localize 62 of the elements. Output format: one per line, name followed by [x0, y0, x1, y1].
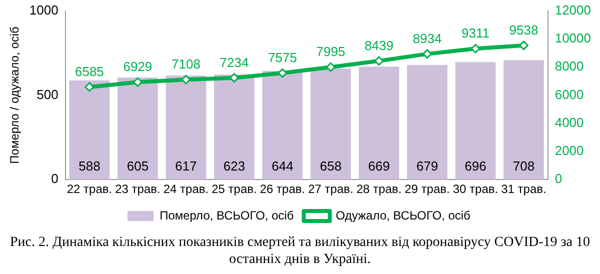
- point: [278, 68, 288, 78]
- bar: [407, 64, 448, 180]
- point: [470, 44, 480, 54]
- bar: [455, 62, 496, 180]
- data-label: 605: [126, 158, 149, 174]
- data-label: 669: [368, 158, 390, 174]
- y2-tick-label: 8000: [554, 58, 584, 74]
- point: [326, 62, 336, 72]
- y2-tick-label: 10000: [554, 30, 592, 46]
- bar: [214, 74, 254, 180]
- y-tick-label: 500: [36, 86, 58, 102]
- data-label: 8439: [364, 38, 394, 53]
- point: [518, 40, 528, 50]
- legend-label: Одужало, ВСЬОГО, осіб: [336, 208, 471, 222]
- point: [132, 77, 142, 87]
- x-tick-label: 24 трав.: [163, 182, 209, 196]
- data-label: 8934: [412, 31, 442, 46]
- data-label: 6929: [123, 59, 152, 74]
- point: [84, 82, 94, 92]
- data-label: 644: [272, 158, 294, 174]
- x-tick-label: 25 трав.: [212, 182, 257, 196]
- y2-tick-label: 4000: [554, 114, 584, 130]
- bar: [504, 60, 544, 180]
- x-tick-label: 23 трав.: [115, 182, 160, 196]
- y2-tick-label: 12000: [554, 2, 592, 18]
- bar: [358, 66, 400, 180]
- y2-tick-label: 2000: [554, 143, 584, 158]
- x-tick-label: 28 трав.: [356, 182, 402, 196]
- x-tick-label: 29 трав.: [404, 182, 450, 196]
- data-label: 588: [78, 158, 100, 174]
- data-label: 7575: [268, 50, 297, 66]
- y-tick-label: 0: [51, 171, 58, 186]
- y2-tick-label: 6000: [554, 86, 584, 102]
- data-label: 623: [223, 158, 246, 174]
- x-tick-label: 27 трав.: [308, 182, 354, 196]
- text: Рис. 2. Динаміка кількісних показників смертей та вилікуваних від коронавірусу COVID-19 за 10 останніх днів в Україні.: [9, 234, 591, 268]
- point: [422, 49, 432, 59]
- bar: [166, 75, 206, 180]
- bar: [69, 80, 110, 180]
- y2-tick-label: 0: [554, 171, 562, 186]
- data-label: 9311: [461, 26, 490, 41]
- x-tick-label: 30 трав.: [452, 182, 498, 196]
- bar: [118, 77, 158, 180]
- data-label: 617: [175, 158, 197, 174]
- data-label: 679: [416, 158, 438, 174]
- x-tick-label: 31 трав.: [501, 182, 546, 196]
- y-tick-label: 1000: [29, 2, 58, 18]
- point: [374, 56, 384, 66]
- x-tick-label: 22 трав.: [66, 182, 112, 196]
- bar: [262, 70, 303, 180]
- bar: [310, 68, 351, 180]
- y-axis-title: Померло / одужало, осіб: [8, 26, 22, 164]
- legend-label: Померло, ВСЬОГО, осіб: [160, 208, 294, 222]
- x-tick-label: 26 трав.: [260, 182, 306, 196]
- data-label: 696: [464, 158, 486, 174]
- data-label: 7108: [171, 56, 200, 72]
- data-label: 6585: [74, 64, 104, 80]
- data-label: 7234: [220, 54, 249, 70]
- data-label: 658: [320, 158, 342, 174]
- data-label: 9538: [509, 22, 538, 38]
- data-label: 7995: [316, 44, 346, 60]
- data-label: 708: [512, 158, 535, 174]
